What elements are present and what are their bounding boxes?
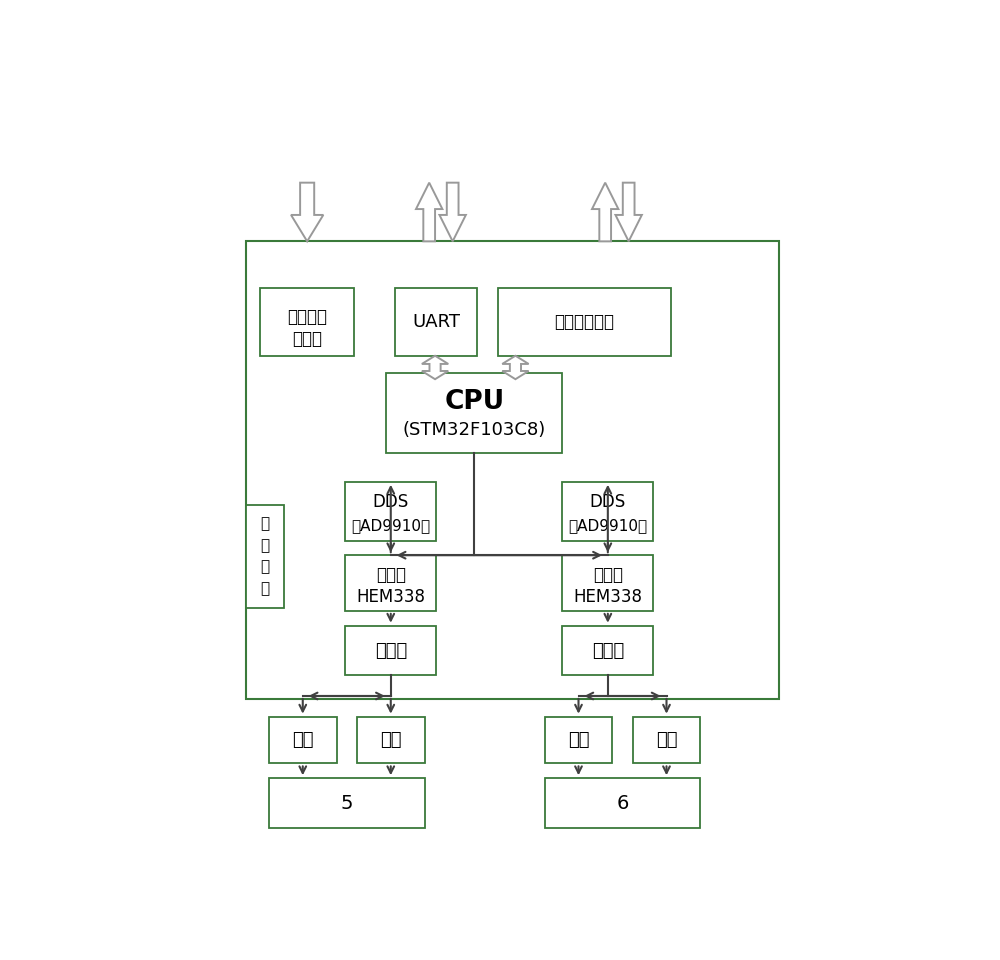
Text: 功放: 功放	[568, 731, 589, 749]
Text: 口: 口	[260, 516, 269, 531]
Polygon shape	[439, 182, 466, 241]
Bar	[269, 779, 425, 828]
Bar	[260, 288, 354, 356]
Text: (STM32F103C8): (STM32F103C8)	[403, 421, 546, 440]
Text: DDS: DDS	[373, 493, 409, 512]
Bar	[545, 716, 612, 763]
Text: 及滤波: 及滤波	[292, 330, 322, 348]
Text: UART: UART	[412, 313, 460, 331]
Bar	[562, 482, 653, 540]
Text: 低噪放: 低噪放	[376, 565, 406, 584]
Bar	[498, 288, 671, 356]
Bar	[562, 555, 653, 611]
Polygon shape	[291, 182, 323, 241]
Text: CPU: CPU	[444, 389, 504, 415]
Bar	[246, 241, 779, 699]
Bar	[345, 626, 436, 676]
Bar	[246, 505, 284, 608]
Text: 接: 接	[260, 538, 269, 553]
Polygon shape	[502, 356, 529, 379]
Text: 其它控制接口: 其它控制接口	[554, 313, 614, 331]
Bar	[269, 716, 337, 763]
Text: 低噪放: 低噪放	[593, 565, 623, 584]
Text: 功放: 功放	[656, 731, 677, 749]
Text: 功分器: 功分器	[375, 641, 407, 660]
Polygon shape	[615, 182, 642, 241]
Text: （AD9910）: （AD9910）	[351, 518, 430, 534]
Text: 功放: 功放	[380, 731, 402, 749]
Text: HEM338: HEM338	[356, 588, 425, 606]
Text: 5: 5	[341, 794, 353, 812]
Bar	[386, 373, 562, 452]
Text: 6: 6	[616, 794, 629, 812]
Bar	[345, 482, 436, 540]
Text: 功分器: 功分器	[592, 641, 624, 660]
Bar	[357, 716, 424, 763]
Text: 试: 试	[260, 560, 269, 574]
Polygon shape	[416, 182, 442, 241]
Bar	[395, 288, 477, 356]
Text: 功放: 功放	[292, 731, 314, 749]
Polygon shape	[422, 356, 448, 379]
Bar	[345, 555, 436, 611]
Polygon shape	[592, 182, 618, 241]
Text: HEM338: HEM338	[573, 588, 642, 606]
Text: （AD9910）: （AD9910）	[568, 518, 647, 534]
Bar	[633, 716, 700, 763]
Bar	[545, 779, 700, 828]
Text: 电源转换: 电源转换	[287, 307, 327, 325]
Bar	[562, 626, 653, 676]
Text: 测: 测	[260, 581, 269, 596]
Text: DDS: DDS	[590, 493, 626, 512]
